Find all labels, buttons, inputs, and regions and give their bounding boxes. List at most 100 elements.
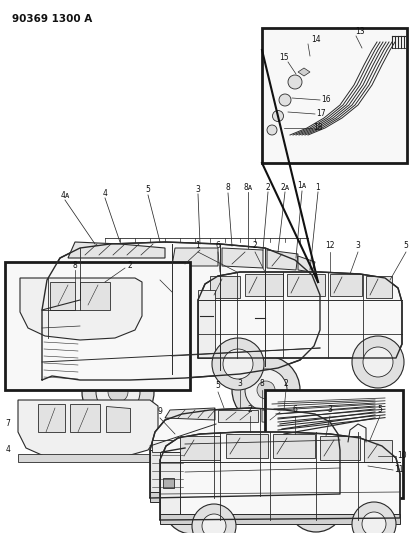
Circle shape: [82, 356, 154, 428]
Circle shape: [351, 336, 403, 388]
Circle shape: [308, 497, 322, 511]
Polygon shape: [160, 452, 180, 520]
Polygon shape: [160, 432, 399, 520]
Polygon shape: [164, 408, 214, 420]
Text: 9: 9: [157, 408, 162, 416]
Text: 18: 18: [312, 124, 322, 133]
Circle shape: [184, 499, 198, 513]
Text: 5: 5: [377, 406, 382, 415]
Polygon shape: [68, 242, 164, 258]
Circle shape: [256, 381, 274, 399]
Text: 3: 3: [327, 406, 332, 415]
Circle shape: [108, 382, 128, 402]
Circle shape: [361, 512, 385, 533]
Text: 12: 12: [324, 241, 334, 251]
Text: 13: 13: [354, 28, 364, 36]
Polygon shape: [18, 400, 157, 460]
Text: 11: 11: [393, 465, 403, 474]
Bar: [5, 262, 189, 390]
Text: 1: 1: [315, 182, 319, 191]
Polygon shape: [225, 434, 267, 458]
Text: 4: 4: [6, 446, 10, 455]
Text: 6: 6: [215, 241, 220, 251]
Circle shape: [287, 476, 343, 532]
Polygon shape: [38, 404, 65, 432]
Polygon shape: [198, 290, 214, 358]
Circle shape: [211, 338, 263, 390]
Polygon shape: [218, 410, 257, 422]
Circle shape: [299, 488, 331, 520]
Text: 2: 2: [283, 379, 288, 389]
Text: 3: 3: [237, 379, 242, 389]
Polygon shape: [150, 408, 339, 498]
Polygon shape: [18, 454, 157, 462]
Text: 5: 5: [215, 382, 220, 391]
Text: 2: 2: [127, 261, 132, 270]
Text: 15: 15: [279, 53, 288, 62]
Circle shape: [287, 75, 301, 89]
Polygon shape: [198, 272, 401, 358]
Text: 16: 16: [320, 95, 330, 104]
Circle shape: [164, 478, 220, 533]
Polygon shape: [180, 436, 220, 460]
Text: 2: 2: [252, 241, 257, 251]
Polygon shape: [150, 450, 184, 498]
Polygon shape: [363, 440, 391, 462]
Circle shape: [175, 490, 207, 522]
Polygon shape: [297, 256, 314, 272]
Circle shape: [351, 502, 395, 533]
Text: 3: 3: [355, 241, 360, 251]
Circle shape: [266, 125, 276, 135]
Text: 1: 1: [195, 241, 200, 251]
Polygon shape: [42, 374, 85, 384]
Text: 2ᴀ: 2ᴀ: [280, 182, 289, 191]
Polygon shape: [221, 248, 262, 268]
Polygon shape: [297, 68, 309, 76]
Polygon shape: [160, 514, 399, 524]
Text: 4ᴀ: 4ᴀ: [60, 190, 70, 199]
Polygon shape: [354, 464, 369, 470]
Polygon shape: [209, 276, 239, 298]
Polygon shape: [272, 434, 314, 458]
Polygon shape: [80, 282, 110, 310]
Polygon shape: [357, 454, 377, 462]
Polygon shape: [50, 282, 75, 310]
Circle shape: [245, 369, 286, 411]
Text: 90369 1300 A: 90369 1300 A: [12, 14, 92, 24]
Text: 8: 8: [259, 379, 264, 389]
Polygon shape: [20, 278, 142, 340]
Circle shape: [278, 94, 290, 106]
Text: 3: 3: [195, 184, 200, 193]
Polygon shape: [106, 406, 130, 432]
Polygon shape: [365, 276, 391, 298]
Polygon shape: [261, 410, 294, 424]
Bar: [264, 390, 402, 498]
Polygon shape: [155, 274, 168, 284]
Circle shape: [272, 110, 283, 122]
Polygon shape: [70, 404, 100, 432]
Text: 10: 10: [396, 451, 406, 461]
Polygon shape: [152, 440, 172, 452]
Text: 5: 5: [402, 241, 407, 251]
Polygon shape: [319, 436, 359, 460]
Text: 2: 2: [265, 182, 270, 191]
Polygon shape: [163, 478, 173, 488]
Text: 4: 4: [102, 189, 107, 198]
Polygon shape: [172, 248, 218, 266]
Circle shape: [191, 504, 236, 533]
Text: 1ᴀ: 1ᴀ: [297, 182, 306, 190]
Circle shape: [202, 514, 225, 533]
Text: 5: 5: [145, 185, 150, 195]
Text: 14: 14: [310, 36, 320, 44]
Text: 8: 8: [72, 262, 77, 271]
Polygon shape: [245, 274, 282, 296]
Text: 6: 6: [292, 406, 297, 415]
Text: 7: 7: [6, 419, 10, 429]
Text: 8: 8: [225, 183, 230, 192]
Polygon shape: [42, 242, 319, 380]
Circle shape: [222, 349, 252, 379]
Polygon shape: [150, 492, 189, 502]
Circle shape: [362, 347, 392, 377]
Bar: [261, 28, 406, 163]
Text: 17: 17: [315, 109, 325, 118]
